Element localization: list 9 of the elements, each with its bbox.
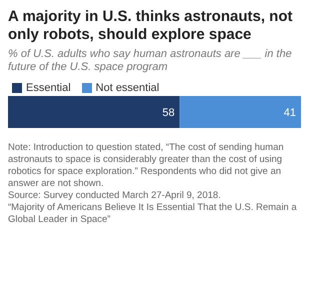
text: “Majority of Americans Believe It Is Essential That the U.S. Remain a Global Leader in Space” [8, 202, 298, 226]
legend-label: Not essential [96, 82, 160, 94]
text: Note: Introduction to question stated, “The cost of sending human astronauts to space is considerably greater than the cost of using robotics for space exploration.” Respondents who did not give an answer are not shown. [8, 142, 285, 190]
data-label: 41 [284, 106, 296, 119]
source-note: Source: Survey conducted March 27-April 9, 2018. [8, 190, 222, 202]
data-label: 58 [162, 106, 175, 119]
legend-label: Essential [26, 82, 71, 94]
chart-subtitle: % of U.S. adults who say human astronauts are ___ in the future of the U.S. space program [8, 48, 293, 74]
chart-title: A majority in U.S. thinks astronauts, not only robots, should explore space [8, 8, 294, 44]
